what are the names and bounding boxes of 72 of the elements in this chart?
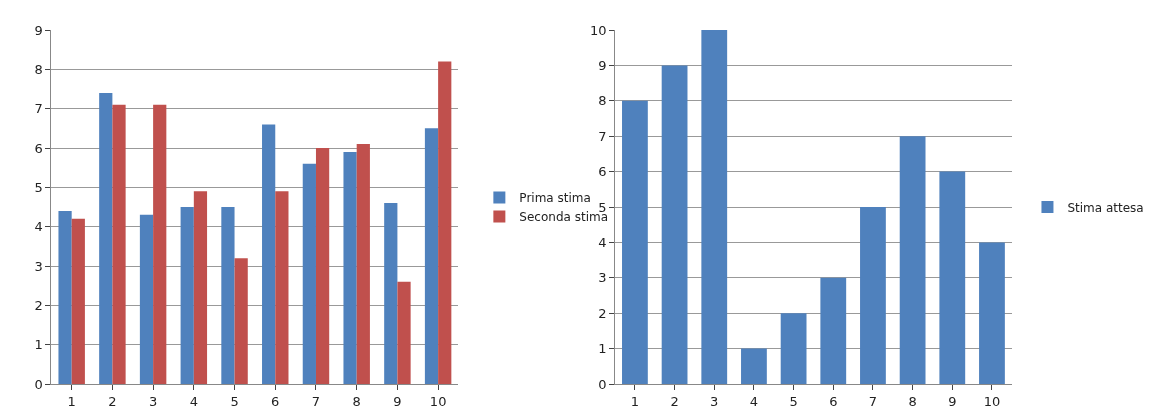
bar — [979, 242, 1005, 384]
legend-label: Prima stima — [519, 191, 591, 206]
y-tick-label: 0 — [34, 376, 43, 392]
y-tick-label: 5 — [34, 179, 43, 195]
x-tick-label: 1 — [67, 393, 76, 409]
y-tick-label: 4 — [34, 219, 43, 235]
bar — [315, 148, 330, 384]
y-tick-label: 1 — [34, 337, 43, 353]
bar — [424, 128, 439, 384]
y-tick-label: 3 — [34, 258, 43, 274]
bar — [622, 100, 648, 384]
bar — [99, 92, 113, 384]
x-tick-label: 8 — [352, 393, 361, 409]
bar — [741, 348, 767, 384]
bar — [234, 258, 248, 384]
y-tick-label: 8 — [598, 93, 607, 109]
bar — [71, 218, 85, 384]
bar — [860, 207, 886, 384]
x-tick-label: 10 — [429, 393, 447, 409]
bar — [438, 61, 452, 384]
bar — [780, 313, 807, 384]
x-tick-label: 6 — [271, 393, 280, 409]
y-tick-label: 4 — [598, 234, 607, 250]
x-tick-label: 4 — [749, 393, 759, 409]
y-tick-label: 8 — [34, 61, 43, 77]
x-tick-label: 8 — [908, 393, 917, 409]
bar — [262, 124, 276, 384]
bar — [221, 207, 235, 384]
bar — [384, 203, 398, 384]
x-tick-label: 3 — [148, 393, 158, 409]
x-tick-label: 2 — [108, 393, 117, 409]
x-tick-label: 7 — [868, 393, 878, 409]
x-tick-label: 3 — [710, 393, 719, 409]
x-tick-label: 1 — [630, 393, 640, 409]
y-tick-label: 1 — [598, 341, 607, 357]
y-tick-label: 9 — [34, 22, 43, 38]
bar — [701, 30, 728, 384]
y-tick-label: 3 — [598, 270, 607, 286]
bar — [180, 207, 194, 384]
x-tick-label: 7 — [311, 393, 321, 409]
bar — [193, 191, 208, 384]
y-tick-label: 6 — [598, 164, 607, 180]
x-tick-label: 6 — [829, 393, 838, 409]
x-tick-label: 2 — [670, 393, 679, 409]
bar — [112, 104, 126, 384]
bar — [153, 104, 167, 384]
bar — [356, 144, 370, 384]
y-tick-label: 9 — [598, 57, 607, 73]
bar — [939, 171, 966, 384]
x-tick-label: 10 — [983, 393, 1001, 409]
bar — [397, 281, 411, 384]
legend-label: Stima attesa — [1067, 200, 1144, 215]
x-tick-label: 5 — [789, 393, 798, 409]
bar — [275, 191, 289, 384]
bar — [899, 136, 926, 384]
x-tick-label: 5 — [230, 393, 239, 409]
y-tick-label: 10 — [589, 22, 607, 38]
bar — [58, 210, 72, 384]
bar — [343, 151, 357, 384]
y-tick-label: 0 — [598, 376, 607, 392]
y-tick-label: 7 — [34, 101, 43, 117]
y-tick-label: 6 — [34, 140, 43, 156]
y-tick-label: 7 — [598, 128, 607, 144]
bar — [820, 277, 847, 384]
bar — [139, 214, 154, 384]
x-tick-label: 9 — [948, 393, 957, 409]
bar — [661, 65, 688, 384]
bar — [302, 163, 316, 384]
y-tick-label: 2 — [34, 297, 43, 313]
x-tick-label: 9 — [393, 393, 402, 409]
y-tick-label: 2 — [598, 305, 607, 321]
x-tick-label: 4 — [189, 393, 198, 409]
